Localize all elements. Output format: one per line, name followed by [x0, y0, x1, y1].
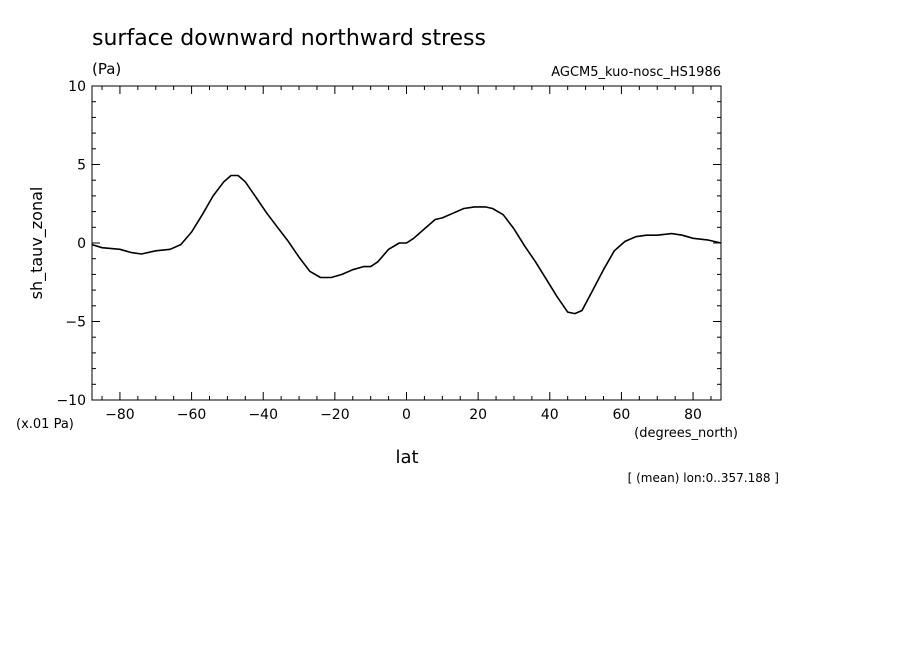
- x-tick-label: −80: [105, 407, 135, 423]
- chart-title: surface downward northward stress: [92, 26, 486, 51]
- x-tick-label: 40: [541, 407, 559, 423]
- x-axis-label: lat: [395, 447, 418, 468]
- x-tick-label: 0: [402, 407, 411, 423]
- y-tick-label: −5: [65, 315, 86, 331]
- y-axis-label: sh_tauv_zonal: [27, 187, 47, 300]
- dataset-label: AGCM5_kuo-nosc_HS1986: [551, 65, 721, 80]
- x-tick-label: −40: [248, 407, 278, 423]
- series-line: [91, 174, 722, 315]
- x-tick-label: 80: [684, 407, 702, 423]
- x-tick-label: −20: [320, 407, 350, 423]
- x-tick-label: 20: [469, 407, 487, 423]
- y-tick-labels: 10 5 0 −5 −10: [56, 79, 86, 409]
- units-label: (Pa): [92, 60, 121, 78]
- x-tick-label: 60: [613, 407, 631, 423]
- footnote: [ (mean) lon:0..357.188 ]: [628, 471, 779, 485]
- x-tick-label: −60: [177, 407, 207, 423]
- y-tick-label: 10: [68, 79, 86, 95]
- y-scale-note: (x.01 Pa): [16, 417, 74, 432]
- x-units-label: (degrees_north): [634, 426, 738, 441]
- axis-ticks: [92, 85, 721, 401]
- x-tick-labels: −80 −60 −40 −20 0 20 40 60 80: [105, 407, 702, 423]
- y-tick-label: −10: [56, 393, 86, 409]
- y-tick-label: 5: [77, 158, 86, 174]
- y-tick-label: 0: [77, 236, 86, 252]
